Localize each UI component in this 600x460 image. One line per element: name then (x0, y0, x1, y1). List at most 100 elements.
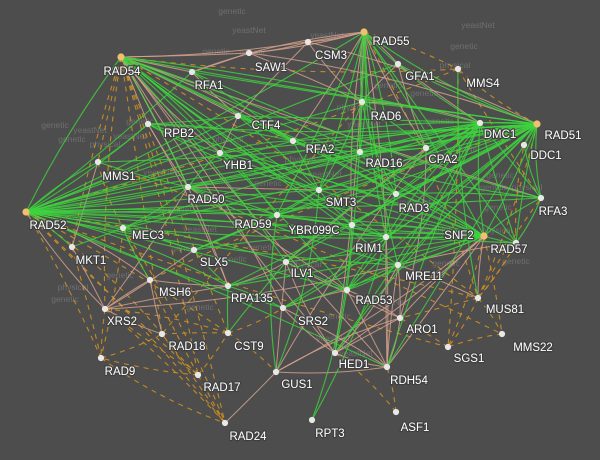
edge-physical[interactable] (193, 232, 485, 251)
node-rad59[interactable] (273, 211, 281, 219)
node-mms22[interactable] (498, 330, 506, 338)
edge-physical[interactable] (193, 214, 278, 251)
edge-physical[interactable] (237, 115, 294, 142)
edge-yeastNet[interactable] (386, 235, 485, 368)
node-rad53[interactable] (343, 286, 351, 294)
edge-genetic[interactable] (104, 308, 199, 376)
edge-physical[interactable] (237, 115, 538, 125)
edge-yeastNet[interactable] (147, 123, 229, 287)
edge-physical[interactable] (25, 161, 99, 213)
edge-yeastNet[interactable] (334, 264, 399, 354)
node-rad18[interactable] (158, 330, 166, 338)
edge-physical[interactable] (187, 186, 278, 216)
edge-physical[interactable] (479, 122, 517, 244)
node-rad24[interactable] (221, 419, 229, 427)
edge-genetic[interactable] (104, 308, 226, 424)
edge-yeastNet[interactable] (224, 371, 277, 424)
node-rim1[interactable] (382, 233, 390, 241)
node-gus1[interactable] (272, 368, 280, 376)
node-dmc1[interactable] (476, 119, 484, 127)
edge-physical[interactable] (25, 211, 229, 287)
edge-physical[interactable] (359, 101, 363, 153)
edge-physical[interactable] (227, 285, 284, 309)
node-rad16[interactable] (356, 148, 364, 156)
edge-yeastNet[interactable] (282, 307, 336, 354)
edge-physical[interactable] (311, 236, 387, 421)
edge-physical[interactable] (147, 123, 320, 191)
edge-yeastNet[interactable] (282, 307, 388, 368)
node-gfa1[interactable] (394, 60, 402, 68)
edge-physical[interactable] (359, 147, 427, 153)
edge-physical[interactable] (334, 122, 481, 354)
edge-genetic[interactable] (120, 56, 226, 424)
edge-physical[interactable] (120, 56, 320, 191)
edge-physical[interactable] (187, 186, 485, 237)
edge-genetic[interactable] (100, 227, 124, 359)
node-sgs1[interactable] (444, 343, 452, 351)
edge-physical[interactable] (276, 123, 538, 216)
node-ybr099c[interactable] (348, 221, 356, 229)
edge-physical[interactable] (187, 122, 481, 188)
edge-physical[interactable] (122, 227, 151, 281)
edge-physical[interactable] (361, 101, 397, 195)
edge-physical[interactable] (515, 197, 542, 244)
edge-physical[interactable] (346, 236, 387, 291)
node-ddc1[interactable] (520, 141, 528, 149)
node-msh6[interactable] (146, 276, 154, 284)
node-saw1[interactable] (245, 49, 253, 57)
node-yhb1[interactable] (216, 149, 224, 157)
edge-physical[interactable] (535, 123, 542, 199)
node-layer[interactable] (22, 28, 545, 427)
edge-yeastNet[interactable] (104, 308, 163, 335)
edge-physical[interactable] (285, 122, 481, 263)
edge-yeastNet[interactable] (275, 317, 401, 373)
edge-physical[interactable] (282, 236, 387, 309)
edge-physical[interactable] (25, 211, 73, 248)
node-rad17[interactable] (194, 371, 202, 379)
node-mkt1[interactable] (68, 243, 76, 251)
edge-yeastNet[interactable] (386, 264, 399, 368)
edge-physical[interactable] (363, 31, 481, 124)
edge-physical[interactable] (25, 56, 122, 213)
edge-yeastNet[interactable] (120, 52, 250, 58)
edge-physical[interactable] (483, 123, 538, 237)
edge-physical[interactable] (385, 193, 397, 238)
edge-yeastNet[interactable] (219, 115, 239, 154)
node-mre11[interactable] (394, 261, 402, 269)
node-mms1[interactable] (94, 158, 102, 166)
edge-yeastNet[interactable] (149, 279, 163, 335)
edge-physical[interactable] (276, 122, 481, 216)
edge-physical[interactable] (120, 56, 481, 124)
edge-yeastNet[interactable] (191, 31, 365, 73)
edge-yeastNet[interactable] (120, 56, 542, 199)
edge-physical[interactable] (219, 152, 320, 191)
edge-physical[interactable] (282, 123, 538, 309)
node-rpa135[interactable] (224, 282, 232, 290)
node-ilv1[interactable] (282, 258, 290, 266)
edge-yeastNet[interactable] (307, 41, 363, 103)
edge-physical[interactable] (71, 227, 124, 248)
edge-yeastNet[interactable] (334, 317, 401, 354)
edge-physical[interactable] (120, 56, 485, 237)
edge-genetic[interactable] (447, 297, 479, 348)
edge-physical[interactable] (318, 31, 365, 191)
edge-physical[interactable] (120, 56, 361, 153)
edge-genetic[interactable] (334, 352, 397, 413)
edge-genetic[interactable] (100, 333, 163, 359)
edge-genetic[interactable] (120, 56, 479, 299)
node-rad3[interactable] (392, 190, 400, 198)
edge-genetic[interactable] (149, 123, 538, 281)
edge-genetic[interactable] (227, 332, 277, 373)
edge-yeastNet[interactable] (307, 41, 538, 125)
node-rfa1[interactable] (188, 68, 196, 76)
edge-physical[interactable] (227, 236, 387, 287)
node-rad52[interactable] (22, 208, 30, 216)
node-rpb2[interactable] (144, 120, 152, 128)
node-slx5[interactable] (190, 246, 198, 254)
edge-physical[interactable] (292, 122, 481, 142)
node-asf1[interactable] (392, 408, 400, 416)
edge-physical[interactable] (292, 140, 361, 153)
edge-physical[interactable] (97, 123, 149, 163)
edge-physical[interactable] (120, 56, 397, 195)
